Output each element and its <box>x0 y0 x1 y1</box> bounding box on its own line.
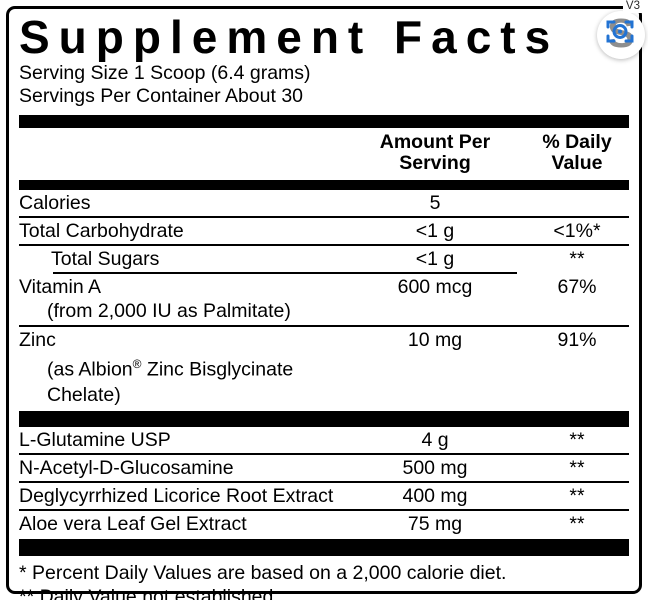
row-zinc: Zinc (as Albion® Zinc Bisglycinate Chela… <box>19 327 629 409</box>
nutrient-dv: 91% <box>557 329 597 351</box>
nutrient-name: Vitamin A <box>19 276 102 298</box>
nutrient-amount: <1 g <box>415 220 455 242</box>
row-calories: Calories 5 <box>19 190 629 218</box>
row-deglycyrrhized-licorice: Deglycyrrhized Licorice Root Extract 400… <box>19 483 629 511</box>
nutrient-source: (as Albion® Zinc Bisglycinate Chelate) <box>47 357 294 406</box>
ingredient-name: Deglycyrrhized Licorice Root Extract <box>19 484 334 507</box>
row-vitamin-a: Vitamin A (from 2,000 IU as Palmitate) 6… <box>19 274 629 327</box>
ingredient-name: Aloe vera Leaf Gel Extract <box>19 512 247 535</box>
section-divider-bar <box>19 410 629 427</box>
nutrient-amount: <1 g <box>415 248 455 270</box>
version-label: V3 <box>622 0 642 13</box>
nutrient-dv: 67% <box>557 276 597 298</box>
ingredient-amount: 4 g <box>421 428 449 451</box>
nutrient-amount: 10 mg <box>407 329 463 351</box>
amount-per-serving-header: Amount Per Serving <box>379 131 491 174</box>
footnote-daily-values: * Percent Daily Values are based on a 2,… <box>19 561 507 584</box>
nutrient-amount: 600 mcg <box>397 276 473 298</box>
ingredient-amount: 75 mg <box>407 512 463 535</box>
percent-daily-value-header: % Daily Value <box>542 131 612 174</box>
ingredient-dv: ** <box>569 428 585 451</box>
nutrient-dv: ** <box>569 248 585 270</box>
row-n-acetyl-d-glucosamine: N-Acetyl-D-Glucosamine 500 mg ** <box>19 455 629 483</box>
section-divider-bar <box>19 115 629 128</box>
panel-title: Supplement Facts <box>19 12 560 62</box>
ingredient-dv: ** <box>569 456 585 479</box>
header-divider-bar <box>19 180 629 190</box>
nutrient-source: (from 2,000 IU as Palmitate) <box>47 300 291 322</box>
supplement-facts-label: Supplement Facts Serving Size 1 Scoop (6… <box>6 6 642 600</box>
nutrient-name: Zinc <box>19 329 56 351</box>
screenshot-capture-icon: S <box>598 10 644 61</box>
footnotes: * Percent Daily Values are based on a 2,… <box>19 556 629 600</box>
ingredient-name: N-Acetyl-D-Glucosamine <box>19 456 234 479</box>
column-headers: Amount Per Serving % Daily Value <box>19 128 629 180</box>
ingredient-dv: ** <box>569 512 585 535</box>
section-divider-bar <box>19 538 629 556</box>
servings-per-container: Servings Per Container About 30 <box>19 85 304 107</box>
row-aloe-vera: Aloe vera Leaf Gel Extract 75 mg ** <box>19 511 629 537</box>
nutrient-name: Total Sugars <box>51 248 160 270</box>
serving-size: Serving Size 1 Scoop (6.4 grams) <box>19 62 311 84</box>
row-total-sugars: Total Sugars <1 g ** <box>19 246 629 272</box>
row-l-glutamine: L-Glutamine USP 4 g ** <box>19 427 629 455</box>
ingredient-dv: ** <box>569 484 585 507</box>
nutrient-amount: 5 <box>429 192 441 214</box>
ingredient-name: L-Glutamine USP <box>19 428 171 451</box>
registered-trademark-symbol: ® <box>132 357 142 371</box>
row-total-carbohydrate: Total Carbohydrate <1 g <1%* <box>19 218 629 246</box>
screenshot-extension-button[interactable]: S <box>597 10 645 61</box>
footnote-not-established: ** Daily Value not established. <box>19 585 279 600</box>
nutrient-dv: <1%* <box>553 220 601 242</box>
ingredient-amount: 400 mg <box>402 484 468 507</box>
nutrient-name: Total Carbohydrate <box>19 220 184 242</box>
ingredient-amount: 500 mg <box>402 456 468 479</box>
nutrient-name: Calories <box>19 192 91 214</box>
partial-divider-rule <box>53 272 517 274</box>
